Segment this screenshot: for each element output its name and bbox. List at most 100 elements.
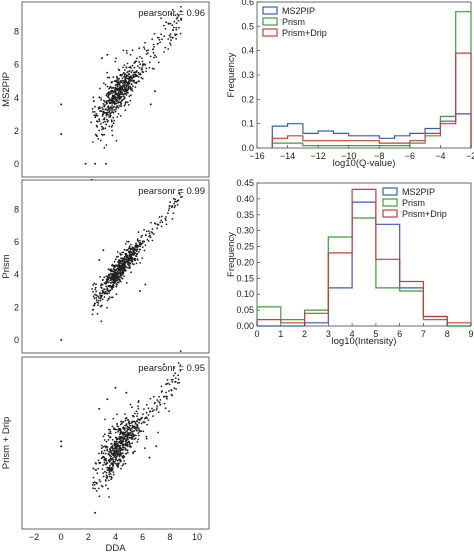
scatter-point [129, 54, 132, 56]
scatter-point [134, 421, 137, 423]
scatter-point [129, 99, 132, 102]
scatter-point [95, 120, 98, 123]
scatter-point [134, 252, 137, 255]
scatter-point [120, 79, 122, 82]
scatter-point [141, 63, 144, 66]
scatter-point [124, 443, 127, 446]
scatter-point [117, 272, 120, 275]
scatter-point [131, 430, 134, 433]
scatter-point [129, 445, 132, 448]
scatter-point [120, 431, 123, 433]
scatter-point [171, 394, 174, 397]
scatter-point [123, 104, 126, 107]
scatter-point [110, 111, 113, 114]
scatter-point [112, 460, 115, 463]
scatter-point [175, 17, 178, 20]
scatter-point [151, 239, 154, 242]
scatter-point [109, 432, 112, 435]
scatter-point [151, 410, 154, 413]
scatter-point [175, 29, 178, 31]
scatter-point [112, 76, 115, 79]
scatter-point [116, 116, 119, 118]
scatter-point [157, 61, 160, 64]
histogram-panel-intensity: 0.00 0.05 0.10 0.15 0.20 0.25 0.30 0.35 0.40 0.45… [226, 178, 474, 347]
scatter-point [117, 83, 119, 85]
scatter-point [109, 112, 112, 115]
scatter-point [115, 75, 118, 78]
scatter-point [129, 424, 132, 427]
scatter-point [95, 469, 98, 471]
scatter-point [123, 75, 125, 78]
scatter-panel-ms2pip: pearsonr = 0.96 MS2PIP 0 2 4 6 8 [1, 1, 210, 181]
scatter-point [97, 459, 100, 462]
scatter-point [120, 103, 122, 105]
scatter-point [109, 449, 112, 452]
scatter-point [163, 24, 165, 27]
scatter-point [103, 439, 106, 441]
x-tick-label: −8 [374, 151, 384, 161]
scatter-point [124, 424, 126, 427]
histogram-prism [271, 11, 472, 148]
scatter-point [95, 299, 98, 301]
scatter-point [103, 296, 106, 298]
scatter-point [114, 258, 117, 261]
scatter-point [103, 133, 106, 136]
scatter-point [93, 111, 96, 113]
scatter-point [137, 427, 140, 430]
scatter-point [98, 452, 100, 455]
scatter-point [123, 96, 126, 99]
scatter-point [146, 238, 149, 241]
x-tick-label: 3 [326, 329, 331, 339]
scatter-point [95, 112, 98, 115]
scatter-point [141, 240, 144, 243]
scatter-point [116, 77, 119, 80]
scatter-point [102, 278, 104, 281]
scatter-point [176, 16, 179, 19]
scatter-point [106, 95, 109, 98]
scatter-point [130, 434, 133, 436]
scatter-point [116, 425, 119, 427]
y-tick-label: 0.00 [236, 321, 254, 331]
histogram-prism-drip [271, 52, 472, 148]
scatter-point [95, 283, 97, 286]
scatter-point [151, 38, 154, 41]
scatter-point [102, 121, 105, 124]
scatter-point [108, 269, 111, 271]
scatter-point [126, 262, 129, 264]
scatter-point [164, 28, 167, 30]
scatter-point [124, 269, 126, 272]
scatter-point [102, 464, 105, 466]
scatter-point [108, 296, 111, 298]
scatter-point [93, 481, 96, 484]
scatter-point [100, 450, 103, 453]
legend-swatch [262, 6, 278, 15]
scatter-point [142, 430, 145, 433]
scatter-point [121, 82, 124, 85]
scatter-point [178, 192, 180, 195]
scatter-point [171, 36, 174, 39]
scatter-point [138, 61, 141, 63]
scatter-point [92, 308, 95, 311]
scatter-point [131, 64, 134, 67]
scatter-point [130, 67, 132, 69]
scatter-point [166, 379, 169, 381]
scatter-point [127, 441, 129, 444]
scatter-point [112, 471, 115, 473]
scatter-point [115, 457, 117, 460]
scatter-point [164, 46, 167, 49]
y-tick-label: 2 [14, 302, 19, 312]
scatter-point [126, 428, 129, 430]
scatter-point [101, 298, 104, 301]
scatter-point [108, 97, 111, 99]
scatter-point [131, 432, 134, 435]
scatter-point [152, 233, 155, 236]
scatter-point [122, 463, 125, 465]
scatter-point [105, 123, 107, 126]
scatter-point [157, 400, 160, 403]
scatter-point [124, 243, 127, 245]
scatter-point [137, 434, 140, 437]
scatter-point [127, 85, 130, 87]
scatter-point [123, 446, 125, 449]
histogram-prism [256, 217, 471, 327]
scatter-point [170, 388, 173, 391]
